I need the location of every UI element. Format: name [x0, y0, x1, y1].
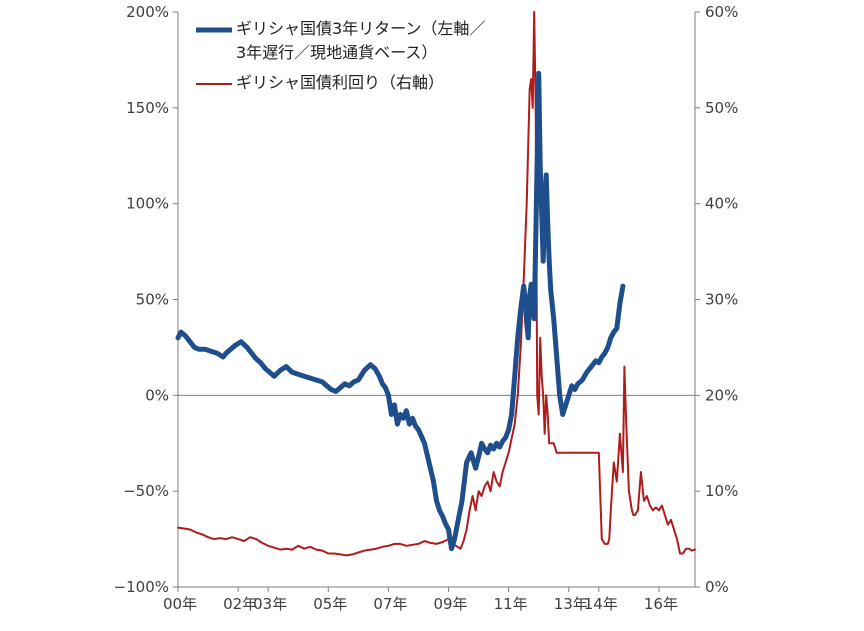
x-tick-label: 00年	[163, 595, 197, 613]
left-tick-label: 0%	[145, 386, 169, 404]
left-tick-label: 100%	[126, 195, 169, 213]
right-tick-label: 50%	[705, 99, 738, 117]
x-tick-label: 05年	[313, 595, 347, 613]
left-tick-label: 50%	[136, 291, 169, 309]
x-tick-label: 03年	[253, 595, 287, 613]
right-tick-label: 40%	[705, 195, 738, 213]
legend: ギリシャ国債3年リターン（左軸／ 3年遅行／現地通貨ベース） ギリシャ国債利回り（右…	[196, 19, 485, 92]
right-tick-label: 30%	[705, 291, 738, 309]
left-tick-label: −100%	[114, 578, 169, 596]
x-tick-label: 07年	[373, 595, 407, 613]
series-line-return	[175, 70, 626, 552]
right-tick-label: 60%	[705, 3, 738, 21]
legend-label: 3年遅行／現地通貨ベース）	[236, 43, 437, 62]
x-tick-label: 11年	[494, 595, 528, 613]
x-tick-label: 02年	[223, 595, 257, 613]
x-tick-label: 13年	[554, 595, 588, 613]
series-line-yield	[177, 11, 696, 557]
legend-label: ギリシャ国債利回り（右軸）	[236, 73, 444, 92]
x-tick-label: 09年	[433, 595, 467, 613]
x-tick-label: 14年	[584, 595, 618, 613]
right-tick-label: 10%	[705, 482, 738, 500]
legend-label: ギリシャ国債3年リターン（左軸／	[236, 19, 485, 38]
series-layer	[175, 11, 696, 557]
right-tick-label: 0%	[705, 578, 729, 596]
axes: 200% 150% 100% 50% 0% −50% −100% 60% 50% 40% 30% 20…	[114, 3, 739, 613]
left-tick-label: 200%	[126, 3, 169, 21]
x-tick-label: 16年	[644, 595, 678, 613]
left-tick-label: 150%	[126, 99, 169, 117]
left-tick-label: −50%	[123, 482, 169, 500]
right-tick-label: 20%	[705, 386, 738, 404]
